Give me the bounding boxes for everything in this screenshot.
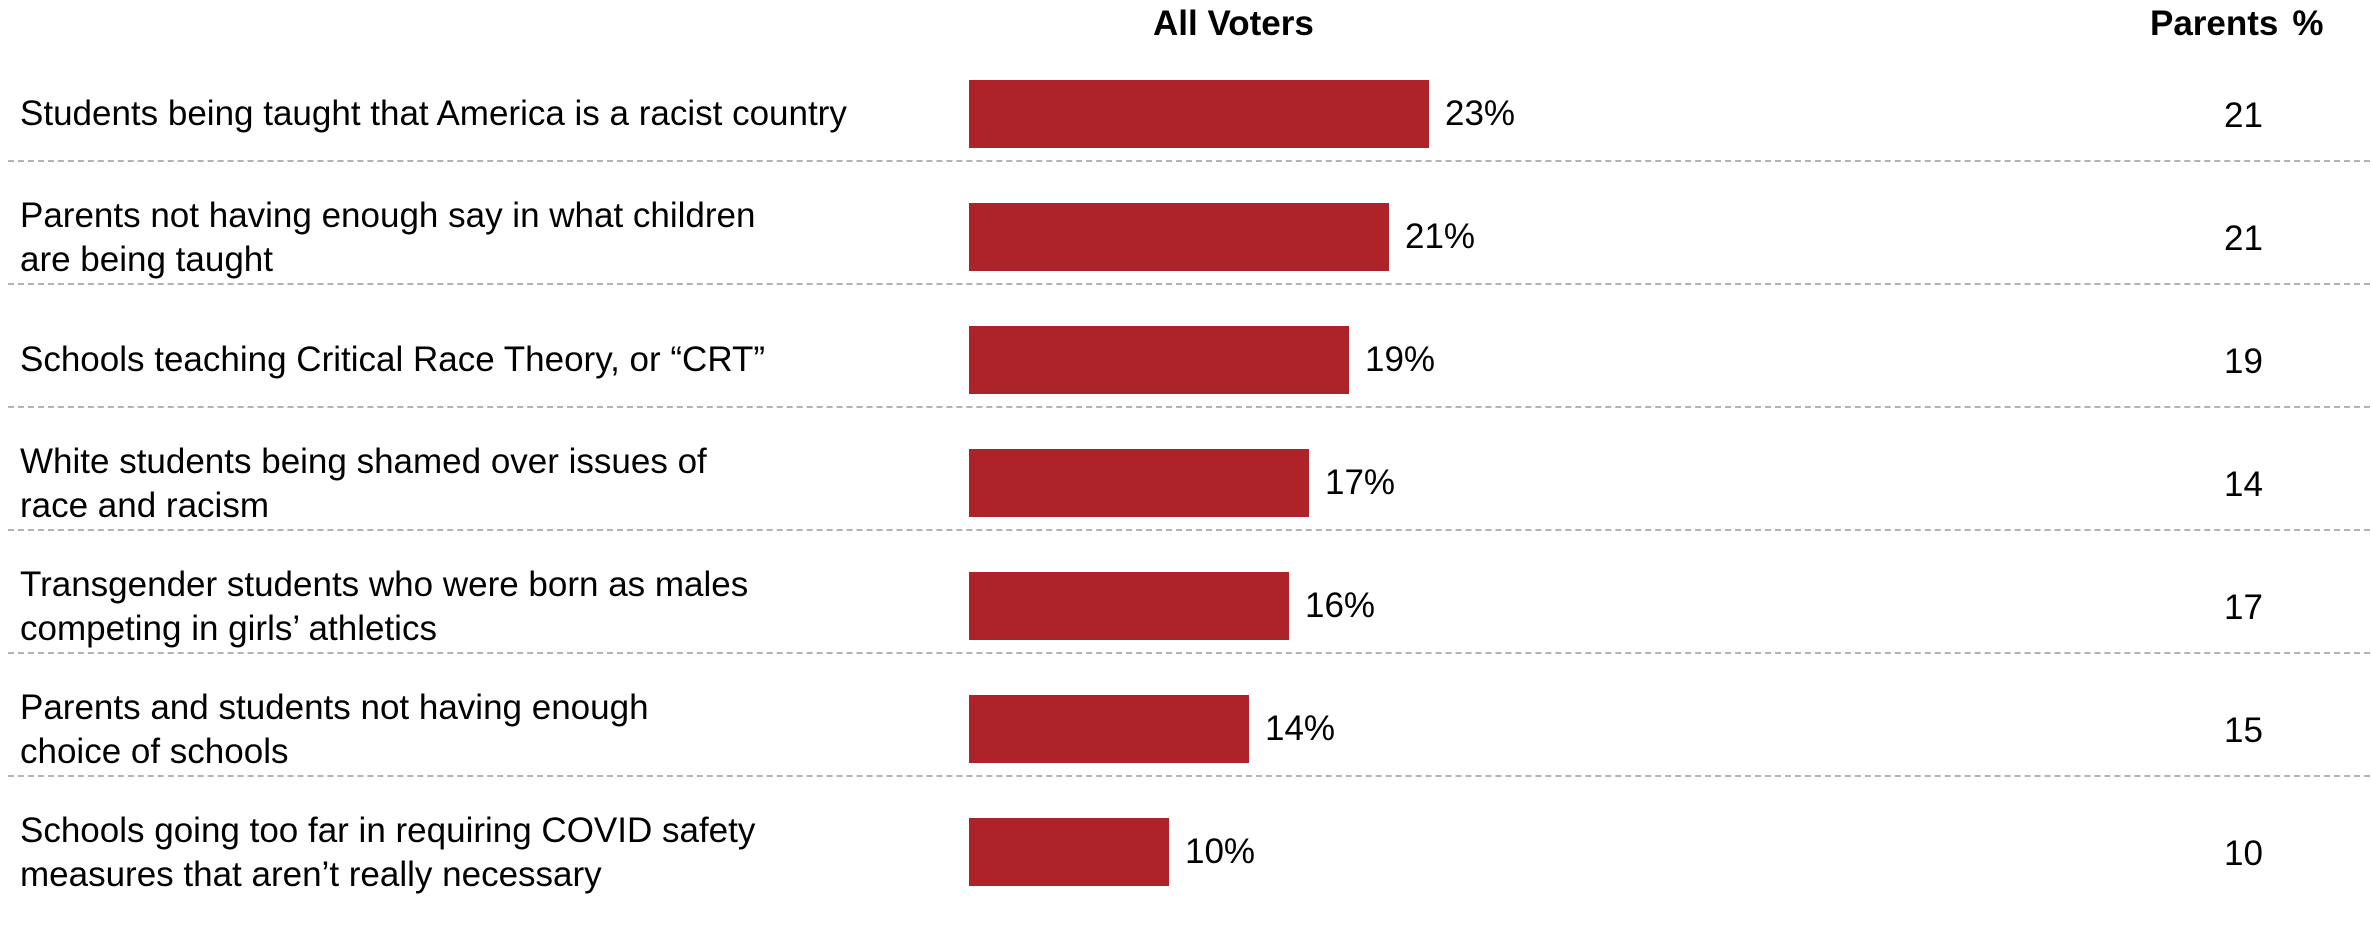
category-label: Schools going too far in requiring COVID… (20, 811, 756, 894)
category-label: White students being shamed over issues … (20, 442, 707, 525)
table-row: Parents not having enough say in what ch… (0, 162, 2372, 285)
data-label: 19% (1365, 340, 1436, 379)
bar (969, 80, 1429, 148)
data-label: 21% (1405, 217, 1476, 256)
bar (969, 203, 1389, 271)
table-row: Schools going too far in requiring COVID… (0, 777, 2372, 900)
bar (969, 326, 1349, 394)
parents-value: 15 (2224, 711, 2263, 750)
category-label: Parents and students not having enough c… (20, 688, 649, 771)
parents-value: 10 (2224, 834, 2263, 873)
category-label: Transgender students who were born as ma… (20, 565, 749, 648)
table-row: Transgender students who were born as ma… (0, 531, 2372, 654)
row-divider (8, 529, 2370, 531)
category-label: Students being taught that America is a … (20, 94, 847, 133)
parents-unit-label: % (2292, 4, 2324, 43)
parents-value: 21 (2224, 96, 2263, 135)
table-row: Schools teaching Critical Race Theory, o… (0, 285, 2372, 408)
parents-header-label: Parents (2150, 4, 2279, 43)
row-divider (8, 160, 2370, 162)
parents-header: Parents% (2150, 4, 2324, 44)
parents-value: 14 (2224, 465, 2263, 504)
data-label: 10% (1185, 832, 1256, 871)
data-label: 17% (1325, 463, 1396, 502)
category-label: Parents not having enough say in what ch… (20, 196, 756, 279)
row-divider (8, 283, 2370, 285)
data-label: 14% (1265, 709, 1336, 748)
data-label: 23% (1445, 94, 1516, 133)
table-row: Students being taught that America is a … (0, 39, 2372, 162)
parents-value: 21 (2224, 219, 2263, 258)
bar (969, 449, 1309, 517)
parents-value: 19 (2224, 342, 2263, 381)
bar (969, 818, 1169, 886)
row-divider (8, 775, 2370, 777)
row-divider (8, 406, 2370, 408)
bar (969, 572, 1289, 640)
bar (969, 695, 1249, 763)
all-voters-header: All Voters (1153, 4, 1314, 43)
data-label: 16% (1305, 586, 1376, 625)
table-row: White students being shamed over issues … (0, 408, 2372, 531)
table-row: Parents and students not having enough c… (0, 654, 2372, 777)
row-divider (8, 652, 2370, 654)
parents-value: 17 (2224, 588, 2263, 627)
category-label: Schools teaching Critical Race Theory, o… (20, 340, 765, 379)
